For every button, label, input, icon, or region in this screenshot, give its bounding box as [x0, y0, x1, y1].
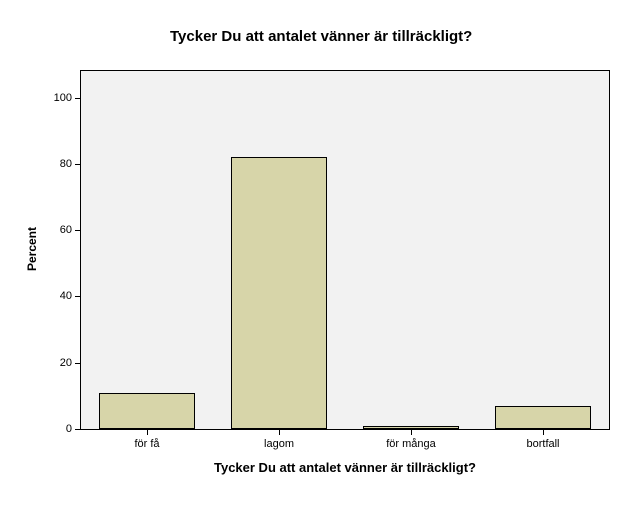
- xtick-mark: [411, 430, 412, 435]
- chart-title: Tycker Du att antalet vänner är tillräck…: [170, 28, 472, 45]
- ytick-label: 60: [44, 224, 72, 236]
- ytick-mark: [75, 98, 80, 99]
- xtick-label: för många: [386, 438, 436, 450]
- ytick-label: 80: [44, 158, 72, 170]
- xtick-mark: [543, 430, 544, 435]
- plot-area: [80, 70, 610, 430]
- bar: [363, 426, 459, 429]
- xtick-label: lagom: [264, 438, 294, 450]
- ytick-mark: [75, 164, 80, 165]
- bar: [231, 157, 327, 429]
- ytick-mark: [75, 429, 80, 430]
- ytick-mark: [75, 230, 80, 231]
- xtick-label: för få: [134, 438, 159, 450]
- ytick-mark: [75, 363, 80, 364]
- ytick-label: 40: [44, 290, 72, 302]
- y-axis-label: Percent: [25, 227, 39, 271]
- ytick-label: 0: [44, 423, 72, 435]
- ytick-label: 100: [44, 92, 72, 104]
- bar: [99, 393, 195, 429]
- ytick-mark: [75, 296, 80, 297]
- x-axis-label: Tycker Du att antalet vänner är tillräck…: [80, 460, 610, 475]
- xtick-mark: [147, 430, 148, 435]
- xtick-mark: [279, 430, 280, 435]
- xtick-label: bortfall: [526, 438, 559, 450]
- bar: [495, 406, 591, 429]
- ytick-label: 20: [44, 357, 72, 369]
- chart-container: Tycker Du att antalet vänner är tillräck…: [0, 0, 631, 506]
